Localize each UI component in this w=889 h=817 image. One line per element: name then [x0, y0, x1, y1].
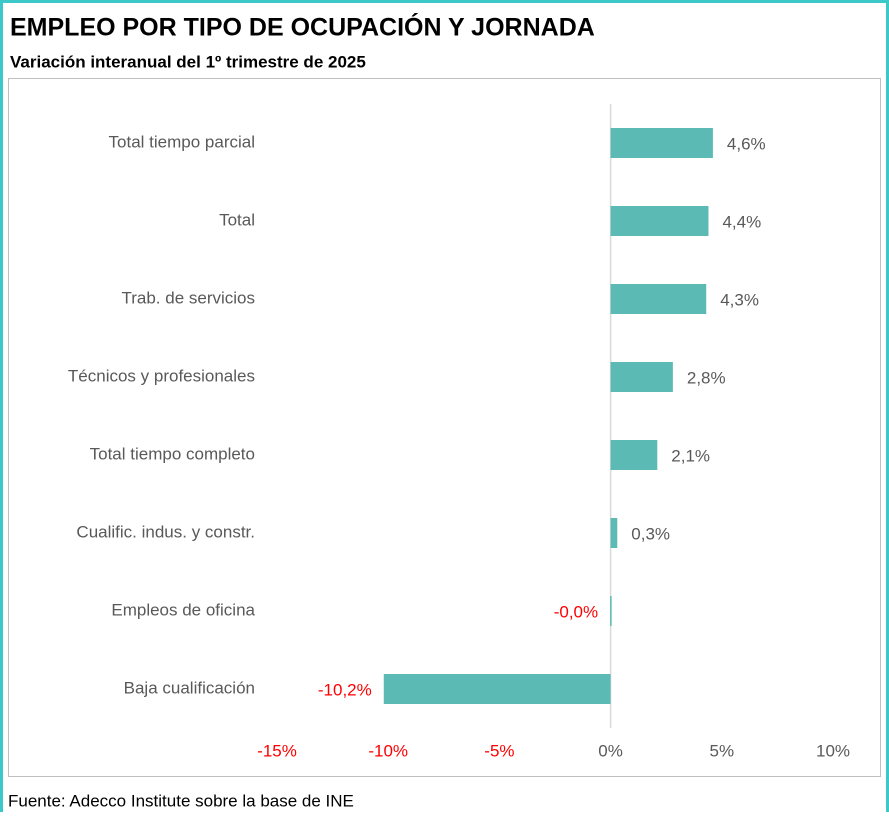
bar	[610, 128, 713, 158]
bar	[610, 284, 707, 314]
bar	[383, 674, 611, 704]
x-tick-label: -15%	[257, 741, 297, 760]
y-tick-label: Baja cualificación	[124, 678, 255, 697]
value-label: 2,1%	[671, 446, 710, 465]
value-label: 4,3%	[720, 290, 759, 309]
x-tick-label: 10%	[816, 741, 850, 760]
bar	[610, 206, 709, 236]
plot-frame	[8, 78, 881, 777]
x-tick-label: 5%	[710, 741, 735, 760]
chart-subtitle: Variación interanual del 1º trimestre de…	[10, 52, 366, 71]
bar	[610, 596, 612, 626]
x-tick-label: -5%	[484, 741, 514, 760]
y-tick-label: Técnicos y profesionales	[68, 366, 255, 385]
value-label: -0,0%	[554, 602, 598, 621]
source: Fuente: Adecco Institute sobre la base d…	[8, 791, 354, 810]
bar	[610, 362, 673, 392]
value-label: 0,3%	[631, 524, 670, 543]
bar	[610, 518, 618, 548]
x-tick-label: 0%	[598, 741, 623, 760]
bar	[610, 440, 658, 470]
y-tick-label: Trab. de servicios	[121, 288, 255, 307]
x-tick-label: -10%	[368, 741, 408, 760]
y-tick-label: Total	[219, 210, 255, 229]
chart-title: EMPLEO POR TIPO DE OCUPACIÓN Y JORNADA	[10, 12, 595, 42]
y-tick-label: Total tiempo parcial	[109, 132, 255, 151]
value-label: 4,4%	[722, 212, 761, 231]
value-label: 2,8%	[687, 368, 726, 387]
y-tick-label: Cualific. indus. y constr.	[76, 522, 255, 541]
y-tick-label: Empleos de oficina	[111, 600, 255, 619]
y-tick-label: Total tiempo completo	[90, 444, 255, 463]
value-label: 4,6%	[727, 134, 766, 153]
value-label: -10,2%	[318, 680, 372, 699]
